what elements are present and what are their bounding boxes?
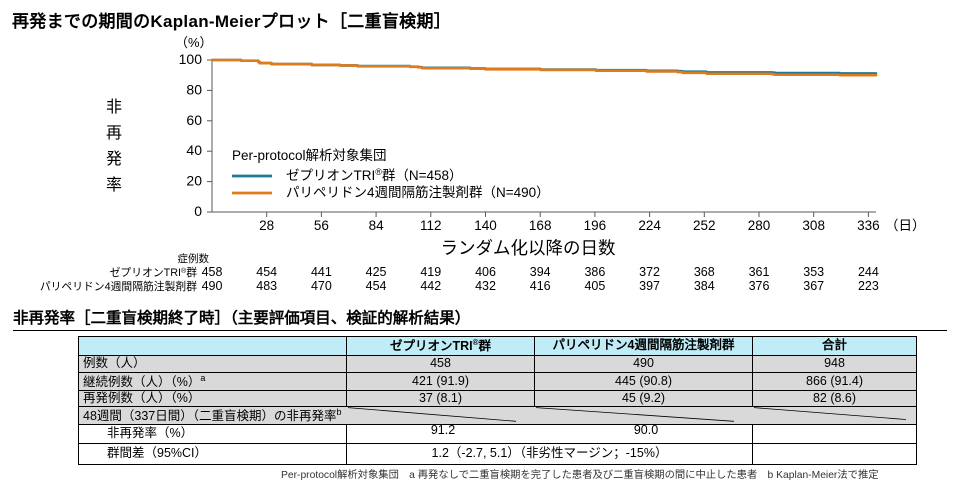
svg-text:454: 454 — [366, 279, 387, 293]
svg-text:0: 0 — [194, 203, 202, 219]
svg-text:397: 397 — [639, 279, 660, 293]
svg-text:100: 100 — [179, 51, 203, 67]
svg-text:416: 416 — [530, 279, 551, 293]
svg-text:56: 56 — [314, 218, 329, 233]
svg-text:372: 372 — [639, 265, 660, 279]
svg-text:224: 224 — [638, 218, 661, 233]
svg-text:196: 196 — [584, 218, 607, 233]
svg-text:84: 84 — [369, 218, 385, 233]
svg-text:20: 20 — [186, 173, 202, 189]
svg-text:症例数: 症例数 — [178, 252, 210, 265]
svg-text:パリペリドン4週間隔筋注製剤群（N=490）: パリペリドン4週間隔筋注製剤群（N=490） — [286, 184, 550, 200]
svg-text:405: 405 — [584, 279, 605, 293]
svg-text:368: 368 — [694, 265, 715, 279]
svg-text:458: 458 — [202, 265, 223, 279]
svg-text:112: 112 — [420, 218, 442, 233]
svg-text:（日）: （日） — [885, 218, 926, 233]
svg-text:394: 394 — [530, 265, 551, 279]
svg-text:308: 308 — [802, 218, 825, 233]
svg-text:ランダム化以降の日数: ランダム化以降の日数 — [441, 238, 616, 258]
svg-text:パリペリドン4週間隔筋注製剤群: パリペリドン4週間隔筋注製剤群 — [40, 279, 197, 293]
svg-text:40: 40 — [186, 142, 202, 158]
svg-text:386: 386 — [584, 265, 605, 279]
svg-text:483: 483 — [256, 279, 277, 293]
svg-text:353: 353 — [803, 265, 824, 279]
svg-text:168: 168 — [529, 218, 552, 233]
svg-text:60: 60 — [186, 112, 202, 128]
svg-text:490: 490 — [202, 279, 223, 293]
svg-text:419: 419 — [420, 265, 441, 279]
svg-text:28: 28 — [259, 218, 274, 233]
svg-text:Per-protocol解析対象集団: Per-protocol解析対象集団 — [232, 148, 387, 163]
svg-text:384: 384 — [694, 279, 715, 293]
svg-text:ゼプリオンTRI®群（N=458）: ゼプリオンTRI®群（N=458） — [286, 167, 463, 183]
svg-text:425: 425 — [366, 265, 387, 279]
svg-text:244: 244 — [858, 265, 879, 279]
svg-text:252: 252 — [693, 218, 716, 233]
svg-text:432: 432 — [475, 279, 496, 293]
svg-text:140: 140 — [474, 218, 497, 233]
svg-text:280: 280 — [748, 218, 771, 233]
svg-text:80: 80 — [186, 81, 202, 97]
svg-text:442: 442 — [420, 279, 441, 293]
svg-text:441: 441 — [311, 265, 332, 279]
svg-text:376: 376 — [749, 279, 770, 293]
svg-text:ゼプリオンTRI®群: ゼプリオンTRI®群 — [110, 265, 198, 279]
svg-text:470: 470 — [311, 279, 332, 293]
svg-text:406: 406 — [475, 265, 496, 279]
svg-text:454: 454 — [256, 265, 277, 279]
svg-text:367: 367 — [803, 279, 824, 293]
svg-text:336: 336 — [857, 218, 880, 233]
svg-text:361: 361 — [749, 265, 770, 279]
svg-text:223: 223 — [858, 279, 879, 293]
